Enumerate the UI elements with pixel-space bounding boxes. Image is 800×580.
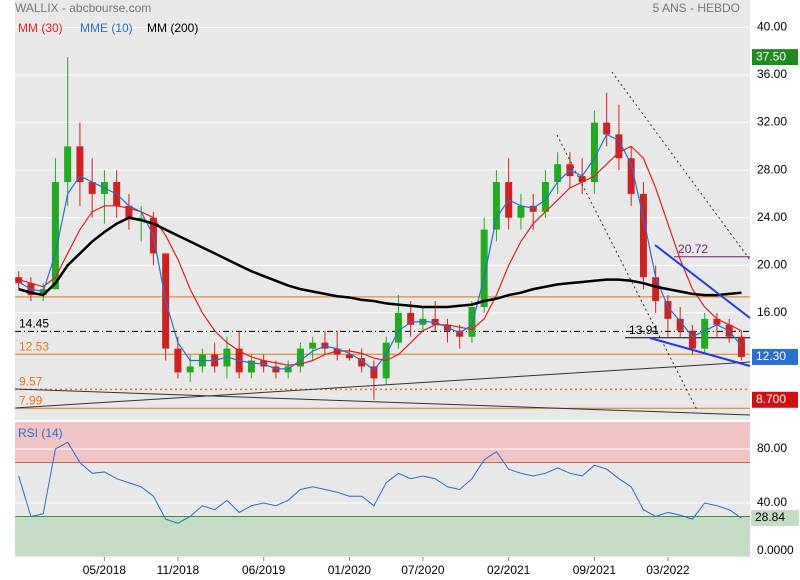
x-tick-label: 01/2020 (328, 563, 372, 577)
y-tick-label: 32.00 (757, 115, 787, 129)
trend-line (14, 361, 751, 409)
candle-body (603, 122, 611, 135)
candle-body (676, 318, 684, 331)
price-tag (752, 348, 798, 365)
y-tick-label: 24.00 (757, 210, 787, 224)
x-tick-label: 07/2020 (401, 563, 445, 577)
chart-subtitle: 5 ANS - HEBDO (653, 1, 740, 15)
rsi-tag (751, 510, 799, 527)
level-label: 14.45 (19, 317, 49, 331)
candle-body (186, 366, 194, 373)
candle-body (480, 229, 488, 307)
price-tag-label: 8.700 (756, 392, 786, 406)
y-tick-label: 0.0000 (757, 543, 794, 557)
y-tick-label: 40.00 (757, 495, 787, 509)
rsi-tag-label: 28.84 (755, 510, 785, 524)
candle-body (407, 312, 415, 325)
candle-body (737, 336, 745, 357)
plot-layer (15, 26, 750, 558)
x-tick-label: 09/2021 (573, 563, 617, 577)
candle-body (174, 348, 182, 373)
level-label: 12.53 (19, 339, 49, 353)
candle-body (309, 342, 317, 349)
candle-body (578, 176, 586, 183)
wedge-line (649, 337, 751, 367)
candle-body (713, 318, 721, 325)
candle-body (370, 366, 378, 379)
candle-body (468, 306, 476, 337)
candle-body (358, 358, 366, 367)
moving-average (18, 216, 742, 309)
price-tag (752, 391, 798, 408)
price-tag-label: 37.50 (756, 49, 786, 63)
x-tick-label: 03/2022 (646, 563, 690, 577)
trend-line (14, 388, 751, 416)
y-tick-label: 20.00 (757, 257, 787, 271)
candle-body (701, 318, 709, 349)
candle-body (688, 330, 696, 349)
oversold-zone (15, 516, 750, 557)
candle-body (664, 301, 672, 319)
candle-body (394, 312, 402, 343)
y-tick-label: 16.00 (757, 305, 787, 319)
legend-entry: MM (200) (147, 21, 198, 35)
candle-body (64, 146, 72, 183)
y-tick-label: 80.00 (757, 441, 787, 455)
candle-body (517, 205, 525, 218)
candle-body (541, 182, 549, 212)
candle-body (125, 205, 133, 218)
x-tick-label: 02/2021 (487, 563, 531, 577)
candle-body (247, 360, 255, 373)
candle-body (345, 354, 353, 359)
wedge-line (654, 244, 751, 319)
x-tick-label: 05/2018 (83, 563, 127, 577)
candle-body (51, 182, 59, 290)
moving-average (18, 133, 742, 371)
chart-title: WALLIX - abcbourse.com (15, 1, 151, 15)
price-panel (15, 0, 750, 420)
level-label: 9.57 (19, 375, 43, 389)
candle-body (296, 348, 304, 367)
x-tick-label: 06/2019 (242, 563, 286, 577)
level-label: 13.91 (629, 323, 659, 337)
y-tick-label: 40.00 (757, 20, 787, 34)
candle-body (615, 134, 623, 159)
channel-line (556, 134, 698, 411)
x-tick-label: 11/2018 (157, 563, 200, 577)
candle-body (137, 217, 145, 219)
level-label: 20.72 (678, 242, 708, 256)
candle-body (639, 193, 647, 278)
candle-body (627, 158, 635, 194)
overbought-zone (15, 422, 750, 463)
y-tick-label: 36.00 (757, 67, 787, 81)
rsi-label: RSI (14) (18, 426, 63, 440)
legend-entry: MME (10) (80, 21, 133, 35)
candle-body (652, 277, 660, 302)
price-tag-label: 12.30 (756, 349, 786, 363)
candle-body (76, 146, 84, 183)
price-tag (752, 49, 798, 66)
level-label: 7.99 (19, 393, 43, 407)
candle-body (554, 164, 562, 183)
channel-line (611, 71, 751, 261)
y-tick-label: 28.00 (757, 162, 787, 176)
rsi-line (18, 441, 742, 524)
candle-body (88, 182, 96, 194)
candle-body (492, 182, 500, 230)
candle-body (590, 122, 598, 183)
legend-entry: MM (30) (18, 21, 63, 35)
